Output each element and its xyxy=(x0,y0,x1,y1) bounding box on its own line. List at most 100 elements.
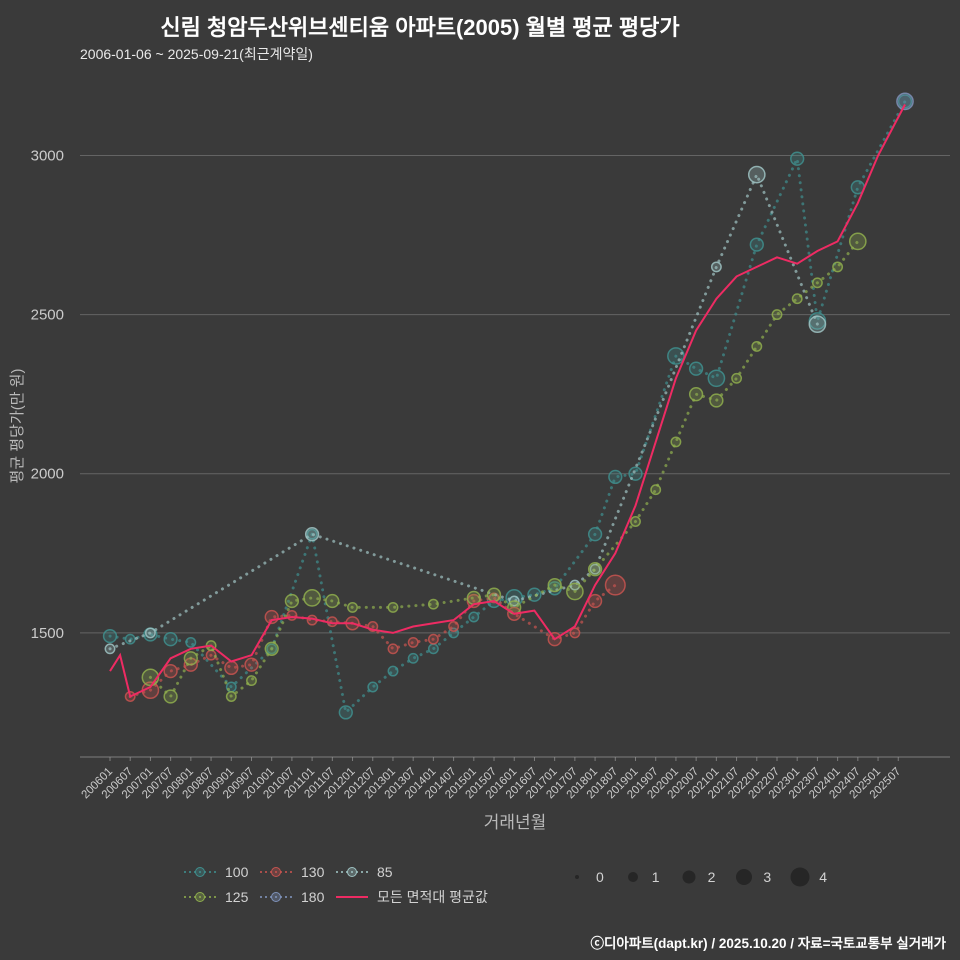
data-point-125 xyxy=(284,593,300,609)
data-point-125 xyxy=(387,601,399,613)
data-point-85 xyxy=(144,627,156,639)
data-point-125 xyxy=(225,691,237,702)
series-line-100 xyxy=(108,99,907,716)
data-point-130 xyxy=(569,627,581,639)
legend-dot-swatch xyxy=(184,892,216,902)
size-legend-label: 2 xyxy=(707,869,716,885)
data-point-180 xyxy=(896,92,914,111)
data-point-130 xyxy=(286,609,298,621)
legend-item-100[interactable]: 100 xyxy=(183,864,259,880)
size-legend-item-1: 1 xyxy=(622,866,660,888)
size-legend-label: 1 xyxy=(651,869,660,885)
size-legend-item-0: 0 xyxy=(566,866,604,888)
size-dot-icon xyxy=(627,872,638,882)
data-point-125 xyxy=(771,309,783,321)
size-legend-label: 0 xyxy=(596,869,604,885)
data-point-125 xyxy=(183,651,198,666)
data-point-125 xyxy=(325,593,340,609)
y-tick-label: 3000 xyxy=(31,147,64,164)
legend-label: 180 xyxy=(301,889,325,905)
data-point-125 xyxy=(811,277,823,289)
y-tick-label: 2000 xyxy=(31,466,64,483)
chart-title: 신림 청암두산위브센티움 아파트(2005) 월별 평균 평당가 xyxy=(160,15,680,40)
legend-label: 85 xyxy=(377,864,393,880)
legend-item-180[interactable]: 180 xyxy=(259,889,335,905)
data-point-125 xyxy=(731,372,743,384)
legend-item-130[interactable]: 130 xyxy=(259,864,335,880)
data-point-130 xyxy=(244,657,259,672)
legend-item-85[interactable]: 85 xyxy=(335,864,393,880)
data-point-100 xyxy=(707,369,726,388)
size-legend-label: 3 xyxy=(763,869,772,885)
series-line-85 xyxy=(108,170,819,651)
data-point-85 xyxy=(710,261,722,273)
data-point-125 xyxy=(486,587,502,602)
y-axis-title: 평균 평당가(만 원) xyxy=(9,369,26,484)
legend-line-swatch xyxy=(336,896,368,898)
data-point-100 xyxy=(628,466,643,481)
legend-label: 100 xyxy=(225,864,249,880)
data-point-130 xyxy=(224,660,239,676)
data-point-85 xyxy=(808,315,827,334)
legend-row: 100 130 85 xyxy=(183,864,488,880)
data-point-125 xyxy=(303,589,321,607)
data-point-125 xyxy=(630,516,641,527)
size-dot-icon xyxy=(736,869,753,885)
data-point-130 xyxy=(163,663,178,679)
data-point-85 xyxy=(747,165,766,184)
data-point-130 xyxy=(387,643,399,655)
data-point-100 xyxy=(367,681,379,693)
data-point-100 xyxy=(387,665,399,677)
data-point-100 xyxy=(185,636,197,648)
size-legend: 0 1 2 3 4 xyxy=(566,866,827,888)
data-point-125 xyxy=(347,601,358,613)
x-axis-title: 거래년월 xyxy=(484,813,547,832)
legend-item-모든 면적대 평균값[interactable]: 모든 면적대 평균값 xyxy=(335,887,488,907)
data-point-125 xyxy=(848,232,867,251)
source-attribution: ⓒ디아파트(dapt.kr) / 2025.10.20 / 자료=국토교통부 실… xyxy=(590,936,946,951)
data-point-125 xyxy=(670,436,682,448)
legend-dot-swatch xyxy=(260,867,292,877)
data-point-100 xyxy=(667,347,685,365)
legend-item-125[interactable]: 125 xyxy=(183,889,259,905)
data-point-100 xyxy=(688,361,704,376)
series-line-130 xyxy=(128,583,617,698)
data-point-100 xyxy=(102,628,118,644)
data-point-100 xyxy=(587,527,603,542)
data-point-100 xyxy=(608,469,623,485)
size-dot-icon xyxy=(575,875,579,879)
data-point-100 xyxy=(790,151,805,166)
data-point-100 xyxy=(427,643,439,655)
data-point-125 xyxy=(163,689,178,704)
data-point-100 xyxy=(468,611,480,623)
data-point-125 xyxy=(264,641,279,656)
data-point-125 xyxy=(427,598,439,610)
data-point-100 xyxy=(338,705,353,720)
data-point-130 xyxy=(427,633,439,645)
data-point-125 xyxy=(566,582,584,601)
data-point-125 xyxy=(832,261,844,273)
data-point-130 xyxy=(604,574,626,596)
data-point-125 xyxy=(547,577,562,593)
series-line-125 xyxy=(148,239,860,699)
data-point-130 xyxy=(448,621,460,632)
data-point-100 xyxy=(407,652,419,664)
data-point-125 xyxy=(751,340,763,352)
data-point-125 xyxy=(791,293,803,305)
data-point-85 xyxy=(104,643,116,655)
data-point-125 xyxy=(688,387,704,402)
legend-row: 125 180 모든 면적대 평균값 xyxy=(183,887,488,907)
average-line xyxy=(109,104,906,698)
legend-label: 모든 면적대 평균값 xyxy=(377,889,488,905)
size-legend-item-2: 2 xyxy=(678,866,716,888)
size-legend-item-4: 4 xyxy=(789,866,827,888)
size-dot-icon xyxy=(682,870,696,884)
data-point-125 xyxy=(650,484,662,496)
chart-subtitle: 2006-01-06 ~ 2025-09-21(최근계약일) xyxy=(80,46,313,62)
data-point-125 xyxy=(587,562,603,577)
data-point-100 xyxy=(124,633,136,645)
size-dot-icon xyxy=(790,867,810,887)
data-point-130 xyxy=(587,593,603,609)
